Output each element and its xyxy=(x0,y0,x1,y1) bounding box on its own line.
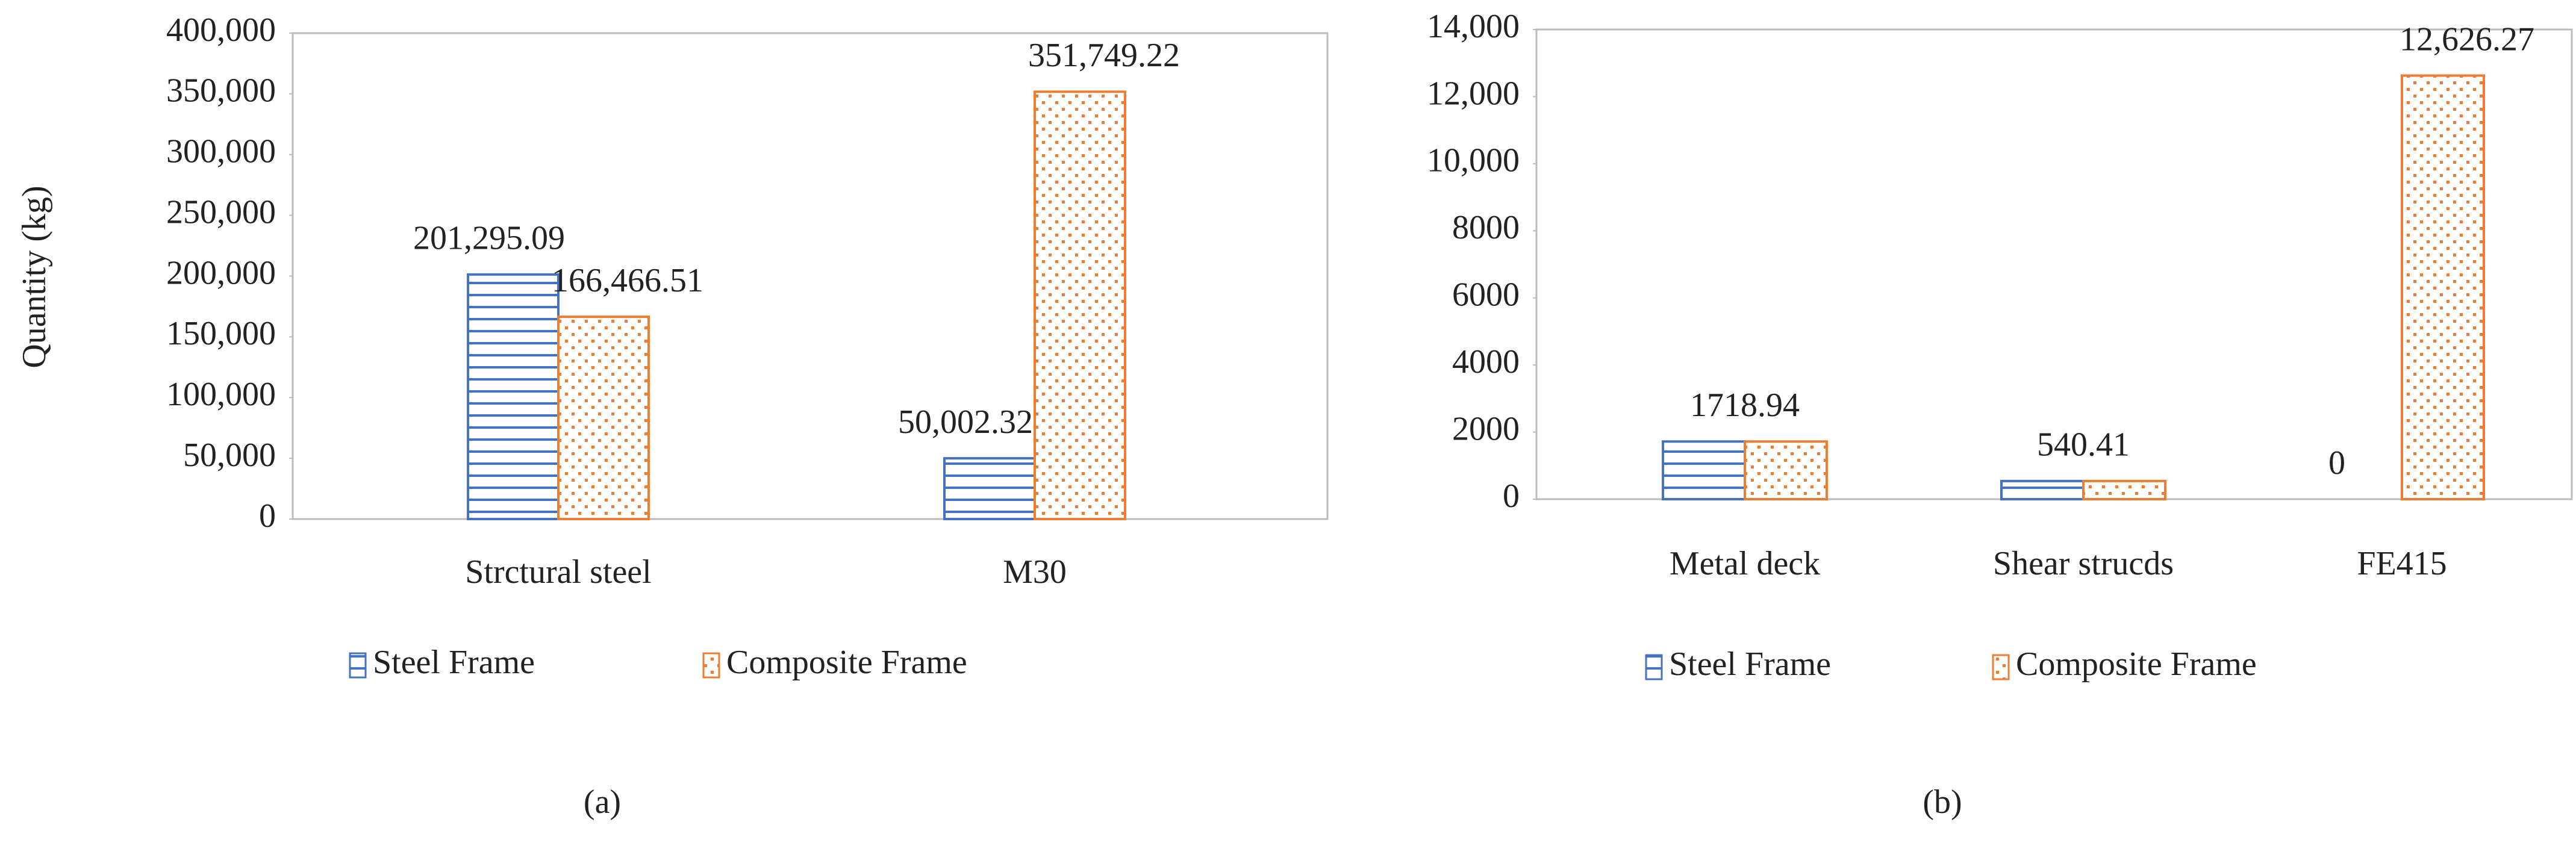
bar xyxy=(557,316,650,520)
x-tick-label: Strctural steel xyxy=(465,553,651,591)
bar xyxy=(2401,74,2485,501)
data-label: 0 xyxy=(2328,444,2345,482)
data-label: 1718.94 xyxy=(1690,387,1800,424)
x-tick-label: M30 xyxy=(1003,553,1067,591)
legend-swatch xyxy=(1645,654,1663,680)
legend-swatch xyxy=(1992,654,2010,680)
y-tick-label: 200,000 xyxy=(166,254,276,291)
y-tick-label: 0 xyxy=(259,497,276,535)
y-tick-label: 10,000 xyxy=(1427,142,1520,179)
data-label: 540.41 xyxy=(2037,426,2130,464)
legend-label: Composite Frame xyxy=(2016,645,2257,683)
plot-area xyxy=(292,32,1329,520)
bar xyxy=(1034,90,1126,520)
legend-swatch xyxy=(702,652,720,679)
bar xyxy=(1744,440,1828,500)
y-tick-label: 250,000 xyxy=(166,193,276,231)
bar xyxy=(2000,479,2085,500)
y-tick-label: 8000 xyxy=(1452,209,1520,246)
y-tick-label: 300,000 xyxy=(166,133,276,170)
legend-label: Steel Frame xyxy=(373,644,535,681)
data-label: 351,749.22 xyxy=(1028,37,1180,74)
bar xyxy=(943,457,1036,520)
bar xyxy=(467,273,560,520)
y-tick-label: 2000 xyxy=(1452,410,1520,447)
y-tick-label: 0 xyxy=(1503,477,1520,515)
bar xyxy=(1662,440,1746,500)
bar xyxy=(2082,479,2166,500)
caption: (a) xyxy=(584,783,621,821)
y-tick-label: 400,000 xyxy=(166,11,276,49)
caption: (b) xyxy=(1923,783,1962,821)
data-label: 201,295.09 xyxy=(413,220,565,257)
y-tick-label: 50,000 xyxy=(183,437,276,474)
y-tick-label: 100,000 xyxy=(166,376,276,413)
data-label: 166,466.51 xyxy=(552,262,703,299)
y-axis-label: Quantity (kg) xyxy=(16,185,53,368)
legend-label: Steel Frame xyxy=(1669,645,1831,683)
y-tick-label: 12,000 xyxy=(1427,75,1520,112)
data-label: 12,626.27 xyxy=(2400,20,2534,58)
x-tick-label: Metal deck xyxy=(1670,545,1820,582)
x-tick-label: Shear strucds xyxy=(1993,545,2174,582)
data-label: 50,002.32 xyxy=(898,403,1033,441)
legend-label: Composite Frame xyxy=(726,644,967,681)
x-tick-label: FE415 xyxy=(2357,545,2447,582)
y-tick-label: 6000 xyxy=(1452,276,1520,314)
y-tick-label: 150,000 xyxy=(166,315,276,352)
y-tick-label: 350,000 xyxy=(166,72,276,110)
y-tick-label: 4000 xyxy=(1452,343,1520,381)
y-tick-label: 14,000 xyxy=(1427,8,1520,45)
legend-swatch xyxy=(349,652,367,679)
